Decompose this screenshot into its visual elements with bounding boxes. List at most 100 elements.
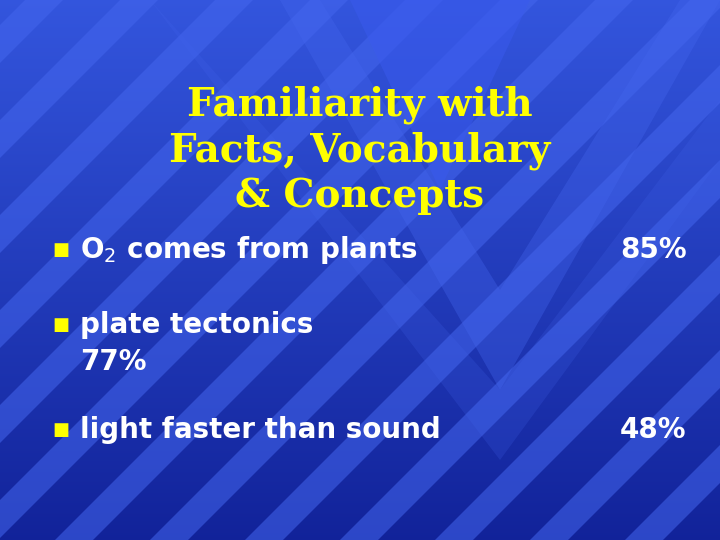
Bar bbox=[0, 8, 720, 9]
Bar bbox=[0, 118, 720, 119]
Bar bbox=[0, 48, 720, 49]
Bar bbox=[0, 146, 720, 147]
Bar bbox=[0, 451, 720, 452]
Bar bbox=[0, 204, 720, 205]
Bar bbox=[0, 273, 720, 274]
Bar bbox=[0, 375, 720, 376]
Bar bbox=[0, 270, 720, 271]
Bar bbox=[0, 6, 720, 7]
Bar bbox=[0, 307, 720, 308]
Bar bbox=[0, 229, 720, 230]
Bar bbox=[0, 141, 720, 142]
Bar bbox=[0, 354, 720, 355]
Bar bbox=[0, 179, 720, 180]
Bar bbox=[0, 436, 720, 437]
Bar bbox=[0, 120, 720, 121]
Bar bbox=[0, 275, 720, 276]
Bar bbox=[0, 522, 720, 523]
Bar bbox=[0, 38, 720, 39]
Bar bbox=[0, 84, 720, 85]
Bar bbox=[0, 310, 720, 311]
Bar bbox=[0, 499, 720, 500]
Bar bbox=[0, 64, 720, 65]
Bar bbox=[0, 305, 720, 306]
Bar bbox=[0, 403, 720, 404]
Bar bbox=[0, 285, 720, 286]
Bar bbox=[0, 215, 720, 216]
Bar bbox=[0, 348, 720, 349]
Bar bbox=[0, 230, 720, 231]
Bar bbox=[0, 114, 720, 115]
Bar bbox=[0, 357, 720, 358]
Bar bbox=[0, 283, 720, 284]
Bar bbox=[0, 301, 720, 302]
Bar bbox=[0, 167, 720, 168]
Bar bbox=[0, 508, 720, 509]
Bar bbox=[0, 27, 720, 28]
Text: ■: ■ bbox=[52, 421, 69, 439]
Bar bbox=[0, 434, 720, 435]
Bar bbox=[0, 240, 720, 241]
Bar bbox=[0, 147, 720, 148]
Bar bbox=[0, 415, 720, 416]
Bar bbox=[0, 175, 720, 176]
Bar bbox=[0, 359, 720, 360]
Bar bbox=[0, 219, 720, 220]
Bar bbox=[0, 214, 720, 215]
Bar bbox=[0, 272, 720, 273]
Bar bbox=[0, 473, 720, 474]
Bar bbox=[0, 478, 720, 479]
Bar bbox=[0, 158, 720, 159]
Bar bbox=[0, 42, 720, 43]
Bar bbox=[0, 77, 720, 78]
Bar bbox=[0, 487, 720, 488]
Bar bbox=[0, 486, 720, 487]
Bar bbox=[0, 71, 720, 72]
Bar bbox=[0, 55, 720, 56]
Bar bbox=[0, 245, 720, 246]
Bar bbox=[0, 3, 720, 4]
Bar bbox=[0, 445, 720, 446]
Bar bbox=[0, 181, 720, 182]
Polygon shape bbox=[530, 0, 720, 540]
Polygon shape bbox=[0, 0, 63, 540]
Bar bbox=[0, 82, 720, 83]
Bar bbox=[0, 358, 720, 359]
Bar bbox=[0, 264, 720, 265]
Bar bbox=[0, 507, 720, 508]
Bar bbox=[0, 53, 720, 54]
Bar bbox=[0, 474, 720, 475]
Bar bbox=[0, 276, 720, 277]
Bar bbox=[0, 317, 720, 318]
Bar bbox=[0, 11, 720, 12]
Bar bbox=[0, 420, 720, 421]
Bar bbox=[0, 460, 720, 461]
Bar bbox=[0, 482, 720, 483]
Bar bbox=[0, 126, 720, 127]
Bar bbox=[0, 260, 720, 261]
Bar bbox=[0, 182, 720, 183]
Bar bbox=[0, 385, 720, 386]
Bar bbox=[0, 184, 720, 185]
Bar bbox=[0, 461, 720, 462]
Bar bbox=[0, 404, 720, 405]
Bar bbox=[0, 15, 720, 16]
Bar bbox=[0, 243, 720, 244]
Bar bbox=[0, 365, 720, 366]
Bar bbox=[0, 265, 720, 266]
Bar bbox=[0, 417, 720, 418]
Bar bbox=[0, 205, 720, 206]
Bar bbox=[0, 63, 720, 64]
Bar bbox=[0, 10, 720, 11]
Bar bbox=[0, 377, 720, 378]
Bar bbox=[0, 20, 720, 21]
Bar bbox=[0, 145, 720, 146]
Bar bbox=[0, 173, 720, 174]
Text: Familiarity with
Facts, Vocabulary
& Concepts: Familiarity with Facts, Vocabulary & Con… bbox=[169, 85, 551, 215]
Bar bbox=[0, 413, 720, 414]
Bar bbox=[0, 344, 720, 345]
Bar bbox=[0, 59, 720, 60]
Bar bbox=[0, 390, 720, 391]
Bar bbox=[0, 258, 720, 259]
Bar bbox=[0, 448, 720, 449]
